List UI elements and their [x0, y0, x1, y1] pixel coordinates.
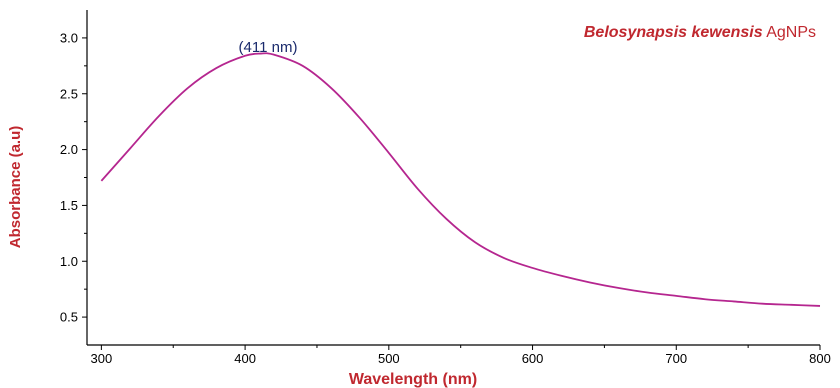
- y-tick-label: 1.5: [60, 198, 78, 213]
- x-axis-title: Wavelength (nm): [349, 371, 477, 388]
- peak-annotation: (411 nm): [239, 39, 298, 56]
- legend-label: Belosynapsis kewensis AgNPs: [584, 24, 816, 41]
- absorbance-series-line: [100, 52, 821, 307]
- x-tick-label: 800: [809, 351, 831, 366]
- y-axis-title: Absorbance (a.u): [7, 126, 24, 249]
- x-tick-label: 400: [234, 351, 256, 366]
- legend-species: Belosynapsis kewensis: [584, 24, 763, 41]
- y-tick-label: 3.0: [60, 30, 78, 45]
- x-tick-label: 300: [91, 351, 113, 366]
- y-tick-label: 0.5: [60, 310, 78, 325]
- y-tick-label: 2.0: [60, 142, 78, 157]
- x-tick-label: 600: [522, 351, 544, 366]
- x-tick-label: 500: [378, 351, 400, 366]
- y-tick-label: 1.0: [60, 254, 78, 269]
- x-tick-label: 700: [665, 351, 687, 366]
- y-tick-label: 2.5: [60, 86, 78, 101]
- legend-suffix: AgNPs: [763, 24, 816, 41]
